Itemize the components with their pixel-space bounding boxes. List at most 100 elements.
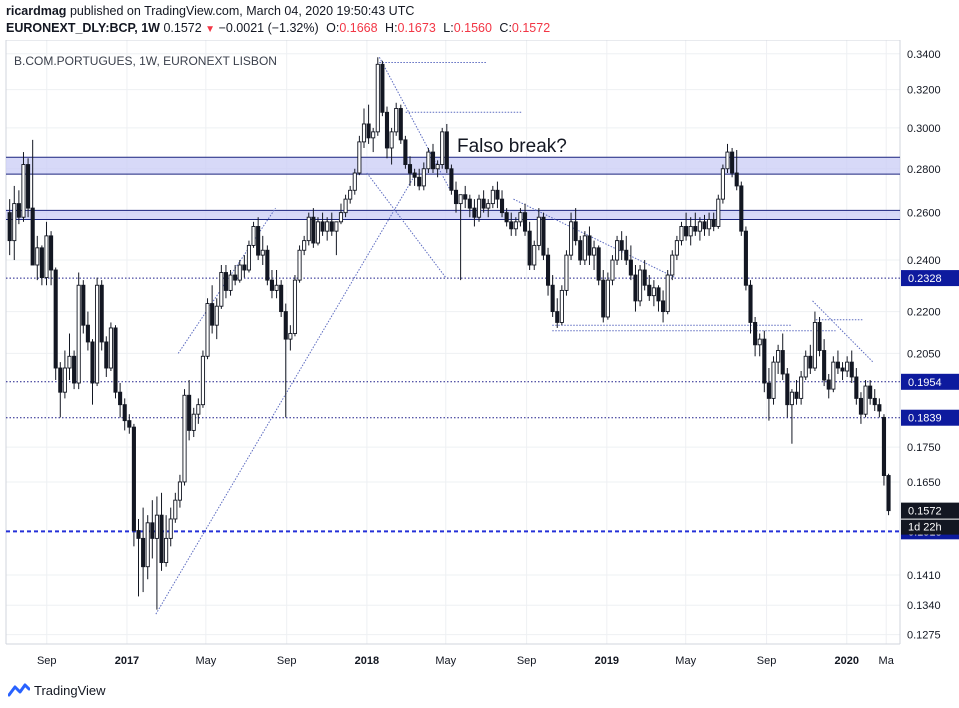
candle-body-down (661, 300, 666, 313)
candle (343, 194, 348, 218)
candle-body-up (361, 123, 367, 143)
candle-body-up (697, 221, 702, 232)
candle (780, 333, 785, 380)
candle (380, 60, 385, 117)
candle (113, 325, 118, 399)
candle-body-up (812, 321, 817, 369)
candle-body-down (417, 176, 422, 187)
candle (421, 162, 426, 191)
candle-body-up (389, 131, 394, 149)
candle (536, 208, 541, 251)
candle-body-down (743, 230, 748, 286)
candle (269, 269, 275, 299)
chart-title: B.COM.PORTUGUES, 1W, EURONEXT LISBON (14, 54, 277, 68)
candle (840, 362, 845, 380)
candle (753, 316, 758, 357)
candle-body-down (504, 212, 509, 223)
candle-body-up (720, 168, 725, 200)
symbol-label[interactable]: EURONEXT_DLY:BCP, 1W (6, 21, 160, 35)
candle-body-up (196, 404, 201, 415)
trend-line (378, 57, 451, 191)
candle (638, 265, 643, 307)
candle-body-up (863, 385, 868, 415)
candle-body-down (822, 350, 827, 381)
open-label: O: (326, 21, 340, 35)
candle (426, 147, 431, 174)
last-price-tag-text: 0.1572 (908, 506, 942, 518)
candle (817, 316, 822, 357)
price-axis[interactable]: 0.3400 0.3200 0.3000 0.2800 0.2600 0.2400 0.22… (907, 49, 941, 642)
candle-body-down (509, 221, 514, 230)
candle-body-up (564, 254, 569, 291)
candle-body-down (495, 189, 500, 200)
candle (191, 407, 196, 438)
candle (348, 185, 353, 204)
candle-body-up (757, 338, 762, 346)
candle (306, 212, 311, 246)
candle (730, 147, 735, 178)
trend-line (812, 300, 874, 363)
candle-body-up (164, 537, 169, 564)
resistance-zone (6, 210, 900, 220)
tradingview-logo-icon[interactable] (8, 683, 30, 697)
candle-body-down (81, 284, 86, 326)
candle (615, 235, 620, 266)
candle (99, 280, 104, 351)
close-value: 0.1572 (511, 21, 551, 35)
candle (398, 104, 403, 144)
candle-body-down (113, 327, 118, 393)
y-tick-label: 0.2600 (907, 208, 941, 220)
candle (430, 143, 436, 174)
candle (596, 245, 601, 286)
candle-body-up (297, 249, 302, 281)
candle-body-up (771, 361, 776, 399)
candle (711, 212, 716, 232)
candle-body-down (578, 240, 583, 261)
candle (762, 330, 767, 393)
y-tick-label: 0.3400 (907, 49, 941, 61)
candle (822, 339, 827, 387)
candle (481, 190, 486, 213)
candle-body-down (30, 207, 35, 266)
candle (541, 212, 546, 261)
candle-body-down (449, 168, 454, 191)
x-tick-label: 2017 (115, 655, 139, 667)
candle (357, 135, 362, 176)
time-axis[interactable]: Sep 2017 May Sep 2018 May Sep 2019 May Sep 2020 Ma (37, 655, 895, 667)
candle (223, 265, 228, 299)
level-price-tag-text: 0.2328 (908, 273, 942, 285)
candle (62, 350, 67, 399)
candle-body-down (854, 376, 859, 399)
candle (44, 221, 49, 286)
candle (173, 492, 178, 523)
candle (532, 240, 537, 270)
candle (872, 389, 877, 411)
author-name[interactable]: ricardmag (6, 4, 67, 18)
candle-body-down (412, 172, 417, 178)
candle-body-up (145, 522, 150, 568)
candle-body-down (407, 164, 413, 174)
resistance-zone (6, 157, 900, 175)
candle-body-down (785, 373, 790, 406)
candle-body-up (476, 198, 482, 218)
high-label: H: (385, 21, 398, 35)
candle (361, 108, 367, 148)
candle (279, 280, 284, 317)
price-chart[interactable]: B.COM.PORTUGUES, 1W, EURONEXT LISBON Fal… (0, 40, 959, 672)
candle (573, 208, 578, 246)
candle-body-up (610, 259, 615, 281)
candle-body-up (536, 216, 541, 246)
candle (601, 269, 606, 323)
candle-body-down (467, 198, 472, 209)
candle (407, 156, 413, 186)
candle-body-up (518, 212, 523, 223)
candle (684, 212, 689, 241)
candle (789, 389, 794, 444)
candle (49, 231, 54, 286)
sr-zones (6, 156, 900, 221)
candle-body-up (177, 481, 182, 501)
chart-annotation[interactable]: Falso break? (457, 136, 567, 157)
candle (67, 333, 72, 380)
brand-name[interactable]: TradingView (34, 682, 106, 698)
candle (665, 269, 670, 315)
